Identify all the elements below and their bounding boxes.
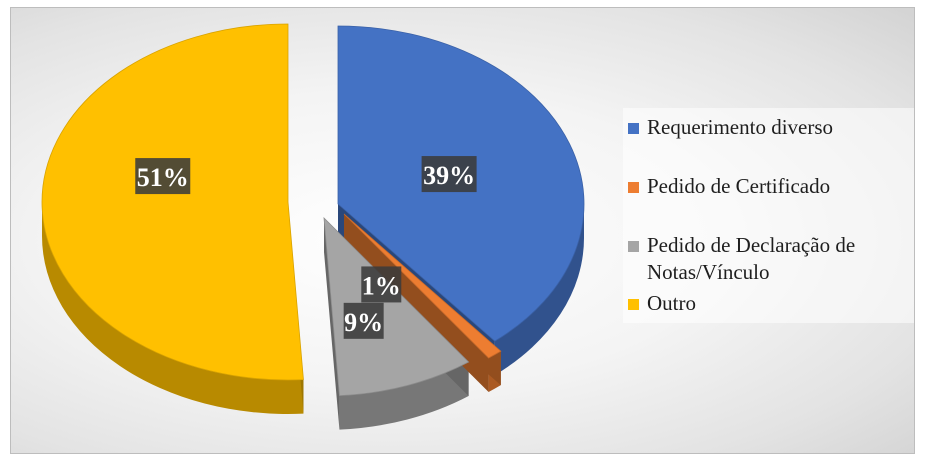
pie-slice-side [42,202,304,414]
pie-slice-cut-face [324,218,340,430]
pie-slice-3 [41,23,304,381]
legend-item-outro: Outro [623,290,914,317]
pie-slice-2 [323,216,470,397]
legend-swatch [628,299,639,310]
legend-label: Requerimento diverso [647,115,834,139]
legend-item-certificado: Pedido de Certificado [623,173,914,200]
legend: Requerimento diverso Pedido de Certifica… [623,108,914,323]
data-label-box [135,158,191,195]
data-label-box [343,302,384,339]
legend-swatch [628,123,639,134]
data-label-1: 1% [362,271,401,300]
pie-slice-side [339,362,469,430]
legend-item-declaracao: Pedido de Declaração de Notas/Vínculo [623,232,914,286]
legend-item-requerimento: Requerimento diverso [623,114,914,141]
pie-slice-1 [343,213,502,359]
data-label-box [361,266,402,303]
data-label-0: 39% [423,161,475,190]
pie-data-labels: 39% 1% 9% 51% [135,156,477,339]
pie-slice-side [494,204,584,376]
pie-chart: 39% 1% 9% 51% [41,23,585,430]
legend-label: Pedido de Declaração de Notas/Vínculo [647,233,856,284]
data-label-2: 9% [344,308,383,337]
data-label-3: 51% [137,163,189,192]
chart-frame: 39% 1% 9% 51% Requerimento diverso Pedido d… [10,7,915,454]
legend-label: Pedido de Certificado [647,174,831,198]
legend-swatch [628,241,639,252]
legend-swatch [628,182,639,193]
legend-label: Outro [647,291,696,315]
data-label-box [421,156,477,193]
